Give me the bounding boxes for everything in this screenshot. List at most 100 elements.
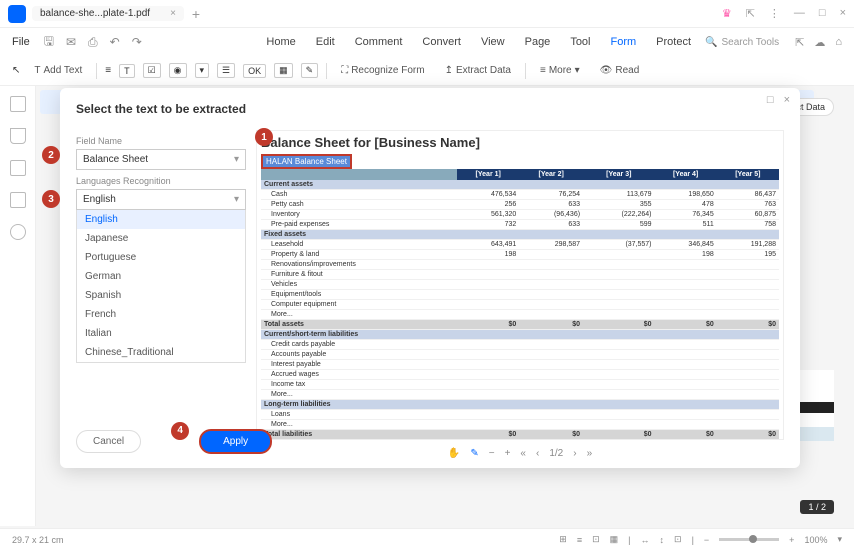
sig-icon[interactable]: ✎ xyxy=(301,63,319,78)
modal-title: Select the text to be extracted xyxy=(76,102,784,116)
sb-icon[interactable]: ⊞ xyxy=(559,534,567,545)
textfield-icon[interactable]: T xyxy=(119,64,135,78)
sb-icon[interactable]: ▦ xyxy=(610,534,619,545)
list-icon[interactable]: ☰ xyxy=(217,63,235,78)
ptr[interactable]: ↖ xyxy=(12,65,20,76)
sheet-preview: 1 Balance Sheet for [Business Name] HALA… xyxy=(256,130,784,440)
export-icon[interactable]: ⇱ xyxy=(795,36,804,49)
lang-option[interactable]: English xyxy=(77,210,245,229)
page-dimensions: 29.7 x 21 cm xyxy=(12,535,64,545)
read-button[interactable]: 👁Read xyxy=(594,63,646,78)
checkbox-icon[interactable]: ☑ xyxy=(143,63,161,78)
home-icon[interactable]: ⌂ xyxy=(835,36,842,49)
lang-option[interactable]: Italian xyxy=(77,324,245,343)
field-name-label: Field Name xyxy=(76,136,246,146)
bookmark-icon[interactable] xyxy=(10,128,26,144)
lang-option[interactable]: Chinese_Traditional xyxy=(77,343,245,362)
menu-convert[interactable]: Convert xyxy=(412,32,471,52)
page-indicator: 1/2 xyxy=(549,448,563,459)
search-placeholder: Search Tools xyxy=(721,37,779,48)
menu-form[interactable]: Form xyxy=(601,32,647,52)
undo-icon[interactable]: ↶ xyxy=(106,35,124,49)
field-name-select[interactable]: Balance Sheet xyxy=(76,149,246,170)
button-icon[interactable]: OK xyxy=(243,64,266,78)
new-tab-icon[interactable]: + xyxy=(192,6,200,22)
combo-icon[interactable]: ▾ xyxy=(195,63,210,78)
menu-edit[interactable]: Edit xyxy=(306,32,345,52)
zoom-value: 100% xyxy=(804,535,827,545)
print-icon[interactable]: ⎙ xyxy=(84,35,102,50)
redo-icon[interactable]: ↷ xyxy=(128,35,146,49)
extract-data-button[interactable]: ↥Extract Data xyxy=(439,63,517,78)
extract-modal: □× Select the text to be extracted 2 Fie… xyxy=(60,88,800,468)
sb-icon[interactable]: ↕ xyxy=(660,535,665,545)
next-page-icon[interactable]: › xyxy=(573,448,576,459)
menu-tool[interactable]: Tool xyxy=(560,32,600,52)
share-icon[interactable]: ⇱ xyxy=(746,7,755,20)
window-controls: ♛ ⇱ ⋮ — □ × xyxy=(722,7,846,20)
mail-icon[interactable]: ✉ xyxy=(62,35,80,49)
menu-page[interactable]: Page xyxy=(515,32,561,52)
page-count-badge: 1 / 2 xyxy=(800,500,834,514)
hand-icon[interactable]: ✋ xyxy=(448,448,460,459)
callout-3: 3 xyxy=(42,190,60,208)
lang-option[interactable]: German xyxy=(77,267,245,286)
cancel-button[interactable]: Cancel xyxy=(76,430,141,453)
menu-icon[interactable]: ⋮ xyxy=(769,7,780,20)
search-icon: 🔍 xyxy=(705,37,717,48)
add-text-button[interactable]: TAdd Text xyxy=(28,63,88,78)
image-icon[interactable]: ▦ xyxy=(274,63,293,78)
lang-option[interactable]: Spanish xyxy=(77,286,245,305)
zoom-in-icon[interactable]: + xyxy=(505,448,511,459)
lang-option[interactable]: French xyxy=(77,305,245,324)
zoom-out[interactable]: − xyxy=(704,535,709,545)
sb-icon[interactable]: ≡ xyxy=(577,535,582,545)
modal-close-icon[interactable]: × xyxy=(784,94,790,106)
maximize-icon[interactable]: □ xyxy=(819,7,826,20)
save-icon[interactable]: 🖫 xyxy=(40,32,58,53)
lang-options-list: EnglishJapanesePortugueseGermanSpanishFr… xyxy=(76,209,246,363)
edit-icon[interactable]: ✎ xyxy=(470,448,478,459)
more-button[interactable]: ≡More▾ xyxy=(534,63,586,78)
lang-label: Languages Recognition xyxy=(76,176,246,186)
menu-home[interactable]: Home xyxy=(256,32,305,52)
selected-text-highlight[interactable]: HALAN Balance Sheet xyxy=(261,154,352,169)
cloud-icon[interactable]: ☁ xyxy=(814,36,825,49)
document-tab[interactable]: balance-she...plate-1.pdf × xyxy=(32,6,184,21)
titlebar: balance-she...plate-1.pdf × + ♛ ⇱ ⋮ — □ … xyxy=(0,0,854,28)
menu-protect[interactable]: Protect xyxy=(646,32,701,52)
zoom-out-icon[interactable]: − xyxy=(489,448,495,459)
sb-icon[interactable]: ↔ xyxy=(641,535,650,545)
align-icon[interactable]: ≡ xyxy=(105,65,111,76)
sb-icon[interactable]: ⊡ xyxy=(592,534,600,545)
zoom-in[interactable]: + xyxy=(789,535,794,545)
tab-close-icon[interactable]: × xyxy=(170,8,176,19)
crown-icon[interactable]: ♛ xyxy=(722,7,732,20)
lang-option[interactable]: Portuguese xyxy=(77,248,245,267)
app-logo xyxy=(8,5,26,23)
prev-page-icon[interactable]: ‹ xyxy=(536,448,539,459)
thumbnail-icon[interactable] xyxy=(10,96,26,112)
callout-4: 4 xyxy=(171,422,189,440)
minimize-icon[interactable]: — xyxy=(794,7,805,20)
radio-icon[interactable]: ◉ xyxy=(169,63,187,78)
lang-select[interactable]: English xyxy=(76,189,246,210)
file-menu[interactable]: File xyxy=(12,36,30,48)
close-icon[interactable]: × xyxy=(840,7,846,20)
layers-icon[interactable] xyxy=(10,192,26,208)
status-bar: 29.7 x 21 cm ⊞ ≡ ⊡ ▦ | ↔ ↕ ⊡ | − + 100% … xyxy=(0,528,854,550)
lang-option[interactable]: Japanese xyxy=(77,229,245,248)
first-page-icon[interactable]: « xyxy=(520,448,526,459)
search-panel-icon[interactable] xyxy=(10,224,26,240)
menu-comment[interactable]: Comment xyxy=(345,32,413,52)
attachment-icon[interactable] xyxy=(10,160,26,176)
search-tools[interactable]: 🔍 Search Tools xyxy=(705,37,779,48)
menu-view[interactable]: View xyxy=(471,32,515,52)
side-panel xyxy=(0,86,36,526)
apply-button[interactable]: Apply xyxy=(199,429,272,454)
modal-max-icon[interactable]: □ xyxy=(767,94,774,106)
sb-icon[interactable]: ⊡ xyxy=(674,534,682,545)
callout-2: 2 xyxy=(42,146,60,164)
last-page-icon[interactable]: » xyxy=(587,448,593,459)
recognize-form-button[interactable]: ⛶Recognize Form xyxy=(335,63,430,78)
